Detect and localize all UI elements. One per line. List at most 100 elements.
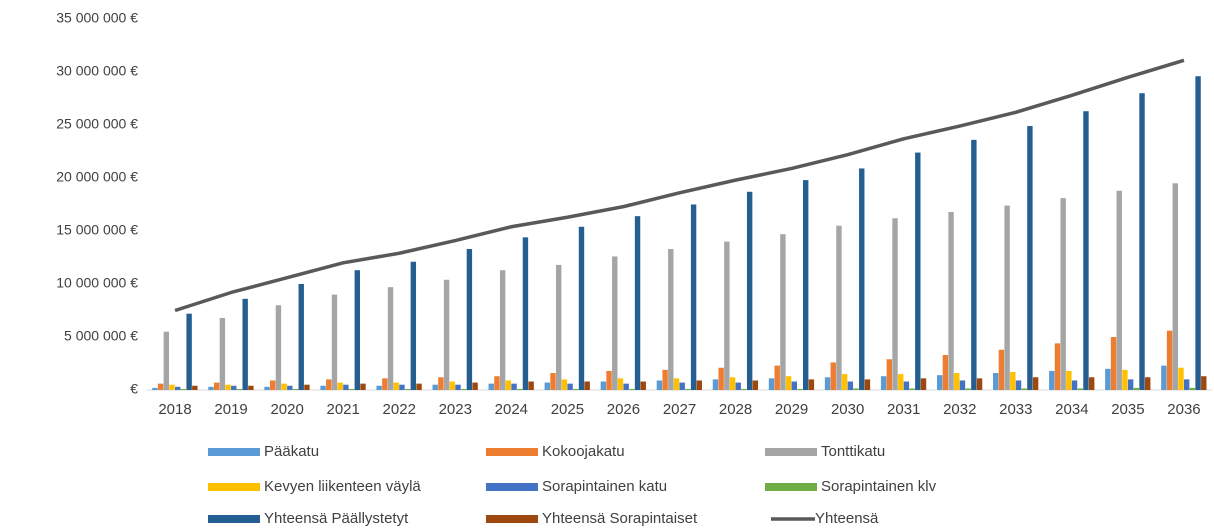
bar bbox=[1066, 370, 1072, 390]
bar bbox=[292, 388, 299, 390]
x-tick-label: 2030 bbox=[831, 401, 864, 418]
bar bbox=[836, 225, 842, 390]
bar bbox=[157, 383, 164, 390]
bar bbox=[600, 381, 607, 390]
bar bbox=[1088, 377, 1095, 390]
bar bbox=[909, 388, 915, 390]
legend-swatch bbox=[486, 515, 538, 523]
bar bbox=[1027, 126, 1033, 390]
x-tick-label: 2019 bbox=[214, 401, 247, 418]
bar bbox=[1071, 380, 1078, 390]
legend-label: Yhteensä bbox=[815, 510, 879, 527]
bar bbox=[623, 383, 629, 390]
bar bbox=[1127, 379, 1134, 390]
legend-swatch bbox=[208, 515, 260, 523]
bar bbox=[993, 373, 999, 390]
bar bbox=[1122, 369, 1128, 390]
bar bbox=[343, 384, 349, 390]
bar bbox=[886, 359, 893, 390]
bar bbox=[830, 362, 836, 390]
bar bbox=[841, 374, 848, 390]
bar bbox=[712, 379, 719, 390]
bar bbox=[948, 211, 954, 390]
bar bbox=[275, 305, 282, 390]
bar bbox=[348, 388, 355, 390]
bar bbox=[1105, 368, 1111, 390]
bar bbox=[494, 376, 500, 390]
bar bbox=[976, 378, 983, 390]
bar bbox=[432, 384, 438, 390]
legend-swatch bbox=[486, 448, 538, 456]
bar bbox=[443, 279, 450, 390]
bar bbox=[1189, 387, 1196, 390]
bar bbox=[685, 388, 691, 390]
bar bbox=[393, 382, 399, 390]
y-tick-label: 25 000 000 € bbox=[56, 116, 138, 132]
bar bbox=[959, 380, 966, 390]
bar bbox=[640, 381, 646, 390]
bar bbox=[499, 270, 506, 390]
bar bbox=[578, 226, 585, 390]
bar bbox=[169, 384, 175, 390]
bar bbox=[1161, 365, 1167, 390]
bar bbox=[360, 383, 366, 390]
bar bbox=[326, 379, 332, 390]
bar bbox=[679, 382, 685, 390]
bar bbox=[511, 383, 517, 390]
bar bbox=[1166, 330, 1173, 390]
bar bbox=[1195, 76, 1201, 391]
bar bbox=[1021, 388, 1027, 390]
legend-label: Yhteensä Päällystetyt bbox=[264, 510, 409, 527]
bar bbox=[859, 168, 865, 390]
y-tick-label: 35 000 000 € bbox=[56, 10, 138, 26]
bar bbox=[824, 377, 831, 390]
bar bbox=[808, 379, 815, 390]
bar bbox=[416, 383, 422, 390]
bar bbox=[690, 204, 697, 390]
legend-swatch bbox=[765, 483, 817, 491]
line bbox=[174, 58, 1185, 313]
bar bbox=[1083, 111, 1089, 390]
bar bbox=[242, 298, 248, 390]
bar bbox=[768, 378, 775, 390]
legend-label: Kokoojakatu bbox=[542, 443, 625, 460]
bar bbox=[1054, 343, 1061, 390]
bar bbox=[752, 380, 759, 390]
bar bbox=[942, 355, 949, 390]
bar bbox=[612, 256, 618, 390]
bar bbox=[803, 180, 809, 390]
bar bbox=[287, 385, 293, 390]
bar bbox=[555, 264, 562, 390]
bar bbox=[1032, 377, 1039, 390]
bar bbox=[517, 388, 523, 390]
legend-swatch bbox=[486, 483, 538, 491]
bar bbox=[915, 152, 921, 390]
bar bbox=[1010, 371, 1016, 390]
bar bbox=[460, 388, 467, 390]
bar bbox=[606, 370, 612, 390]
bar bbox=[192, 385, 198, 390]
bar bbox=[1145, 377, 1151, 390]
bar bbox=[1049, 370, 1055, 390]
bar bbox=[656, 380, 663, 390]
bar bbox=[208, 386, 214, 390]
bar bbox=[617, 378, 624, 390]
legend-label: Sorapintainen katu bbox=[542, 478, 667, 495]
x-tick-label: 2020 bbox=[270, 401, 303, 418]
bar bbox=[903, 381, 910, 390]
y-tick-label: 5 000 000 € bbox=[64, 328, 138, 344]
legend-swatch bbox=[765, 448, 817, 456]
bar bbox=[225, 384, 231, 390]
bar bbox=[298, 284, 304, 390]
bar bbox=[331, 294, 338, 390]
y-tick-label: 30 000 000 € bbox=[56, 63, 138, 79]
bar bbox=[1201, 376, 1207, 390]
x-tick-label: 2032 bbox=[943, 401, 976, 418]
bar bbox=[1183, 379, 1190, 390]
bar bbox=[741, 388, 747, 390]
x-tick-label: 2033 bbox=[999, 401, 1032, 418]
bar bbox=[505, 380, 512, 390]
bar bbox=[320, 385, 326, 390]
x-tick-label: 2026 bbox=[607, 401, 640, 418]
